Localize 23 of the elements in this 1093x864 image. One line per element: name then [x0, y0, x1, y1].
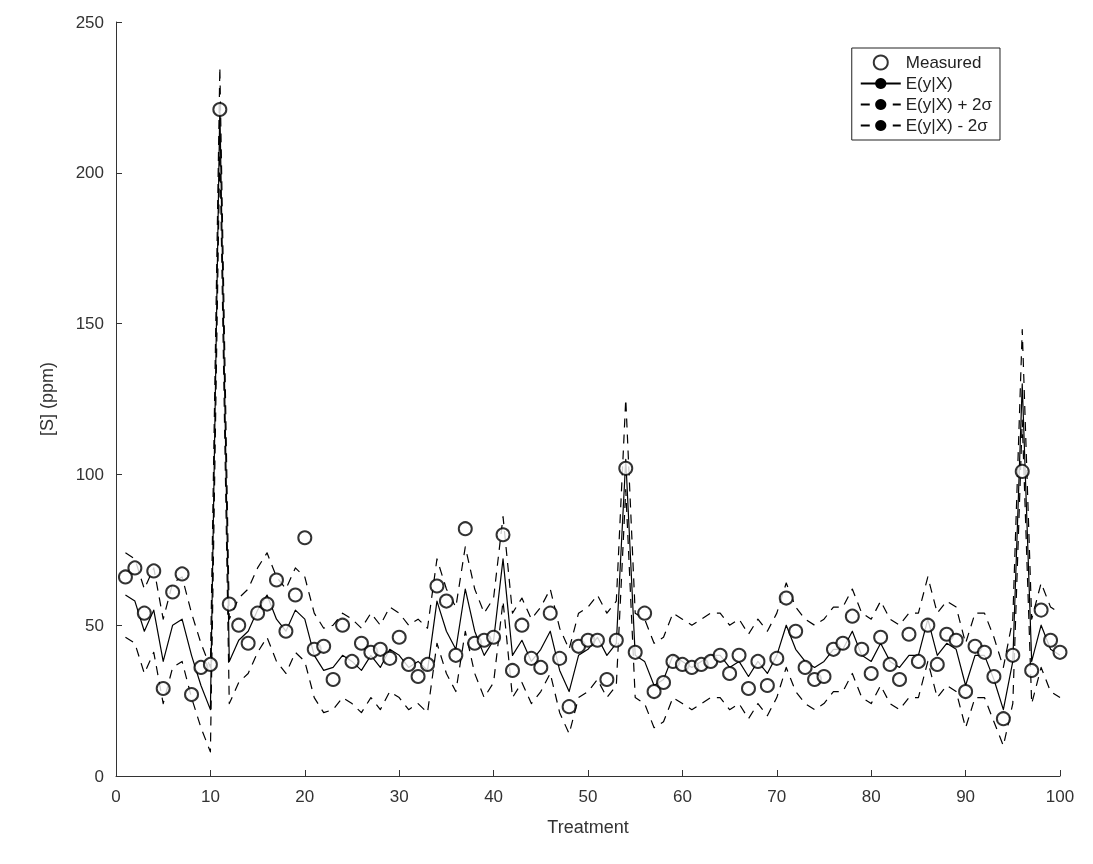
legend-label: Measured [905, 53, 982, 72]
x-tick-label: 0 [111, 787, 121, 806]
x-tick-label: 40 [484, 787, 504, 806]
legend-label: E(y|X) - 2σ [905, 116, 989, 135]
x-axis-title: Treatment [547, 817, 629, 837]
y-tick-label: 0 [94, 766, 104, 786]
legend-label: E(y|X) [905, 74, 953, 93]
x-tick-label: 30 [389, 787, 409, 806]
y-tick-label: 50 [85, 615, 104, 635]
legend-label: E(y|X) + 2σ [905, 95, 993, 114]
x-tick-label: 90 [956, 787, 976, 806]
y-axis-title: [S] (ppm) [37, 361, 57, 437]
y-tick-label: 250 [75, 12, 104, 32]
x-tick-label: 60 [672, 787, 692, 806]
x-tick-label: 20 [295, 787, 315, 806]
y-tick-label: 150 [75, 314, 104, 334]
y-tick-label: 200 [75, 163, 104, 183]
x-tick-label: 70 [767, 787, 787, 806]
x-tick-label: 50 [578, 787, 598, 806]
x-tick-label: 10 [200, 787, 220, 806]
x-tick-label: 100 [1045, 787, 1075, 806]
y-tick-label: 100 [75, 464, 104, 484]
x-tick-label: 80 [861, 787, 881, 806]
